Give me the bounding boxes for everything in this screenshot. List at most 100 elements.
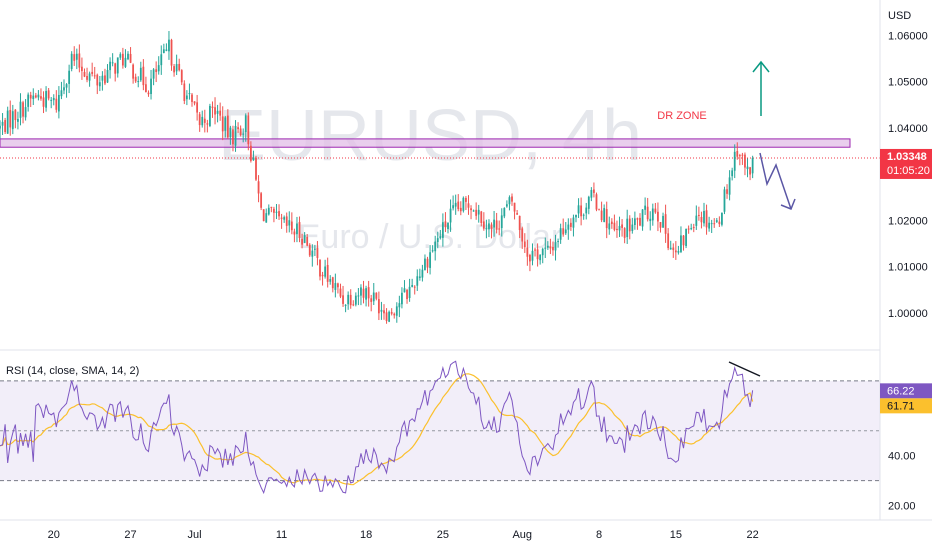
candle: [726, 184, 728, 199]
candle: [257, 175, 260, 203]
candle: [367, 280, 370, 307]
candle: [124, 49, 127, 68]
candle: [303, 232, 306, 244]
candle: [6, 106, 9, 134]
candle: [283, 215, 286, 223]
candle: [388, 310, 391, 323]
candle: [723, 186, 726, 215]
candle: [337, 282, 339, 294]
candles-group: [0, 31, 754, 324]
time-tick-label: 15: [670, 529, 682, 541]
candle: [644, 197, 647, 215]
candle: [221, 106, 224, 141]
candle: [37, 90, 40, 101]
price-tick-labels[interactable]: 1.06000 1.05000 1.04000 1.02000 1.01000 1.000…: [888, 30, 928, 320]
candle: [137, 76, 140, 88]
candle: [349, 289, 352, 309]
candle: [575, 214, 577, 223]
candle: [32, 88, 35, 106]
candle: [657, 202, 659, 232]
candle: [183, 80, 186, 105]
rsi-indicator-label[interactable]: RSI (14, close, SMA, 14, 2): [6, 365, 139, 377]
candle: [252, 150, 255, 161]
price-tick-label: 1.01000: [888, 262, 928, 274]
candle: [429, 245, 431, 275]
candle: [403, 280, 406, 293]
time-tick-label: 25: [437, 529, 449, 541]
candle: [467, 195, 470, 215]
candle: [636, 217, 639, 230]
price-axis-background: [880, 0, 932, 550]
candle: [662, 212, 664, 229]
candle: [577, 198, 580, 219]
candle: [485, 219, 488, 239]
candle: [631, 217, 634, 234]
candle: [209, 103, 211, 128]
candle: [226, 109, 229, 140]
dr-zone-rectangle[interactable]: [0, 138, 851, 148]
candle: [60, 81, 63, 100]
candle: [101, 71, 104, 91]
candle: [669, 240, 672, 250]
candle: [736, 142, 739, 160]
down-arrow-drawing[interactable]: [759, 152, 796, 210]
candle: [401, 287, 403, 309]
rsi-tick-label: 40.00: [888, 451, 916, 463]
candle: [296, 216, 298, 243]
rsi-tick-labels[interactable]: 40.00 20.00: [888, 451, 916, 513]
candle: [165, 43, 168, 52]
candle: [288, 211, 291, 233]
rsi-trendline-drawing[interactable]: [728, 361, 761, 377]
candle: [81, 57, 83, 80]
candle: [495, 212, 498, 234]
candle: [641, 209, 644, 231]
candle: [280, 213, 283, 229]
candle: [155, 61, 158, 83]
bar-countdown: 01:05:20: [887, 165, 930, 177]
candle: [664, 204, 667, 243]
candle: [493, 210, 495, 237]
candle: [275, 204, 278, 220]
price-tick-label: 1.00000: [888, 308, 928, 320]
candle: [610, 218, 613, 229]
candle: [298, 216, 301, 243]
candle: [616, 220, 618, 238]
candle: [546, 241, 549, 250]
candle: [4, 117, 7, 134]
candle: [111, 53, 114, 67]
candle: [255, 155, 257, 182]
candle: [114, 62, 117, 82]
candle: [40, 88, 42, 101]
candle: [508, 195, 511, 211]
candle: [380, 301, 383, 320]
candle: [569, 218, 572, 231]
rsi-value-badge: 66.22: [880, 383, 932, 399]
candle: [605, 201, 608, 239]
candle: [160, 45, 163, 75]
candle: [211, 101, 214, 118]
candle: [406, 288, 408, 304]
candle: [34, 92, 37, 99]
candle: [267, 204, 270, 216]
candle: [441, 213, 444, 247]
candle: [301, 233, 303, 249]
candle: [733, 144, 736, 179]
candle: [372, 283, 375, 306]
up-arrow-drawing[interactable]: [752, 60, 770, 116]
rsi-current-value: 66.22: [887, 385, 915, 397]
candle: [434, 235, 437, 261]
candle: [173, 64, 175, 77]
candle: [639, 213, 641, 227]
time-tick-labels[interactable]: 20 27 Jul 11 18 25 Aug 8 15 22: [48, 529, 759, 541]
candle: [134, 73, 137, 83]
candle: [370, 294, 373, 312]
candle: [621, 219, 623, 237]
time-tick-label: 20: [48, 529, 60, 541]
candle: [505, 200, 508, 208]
price-tick-label: 1.06000: [888, 30, 928, 42]
candle: [1, 113, 4, 135]
time-tick-label: Aug: [512, 529, 532, 541]
candle: [285, 212, 288, 233]
